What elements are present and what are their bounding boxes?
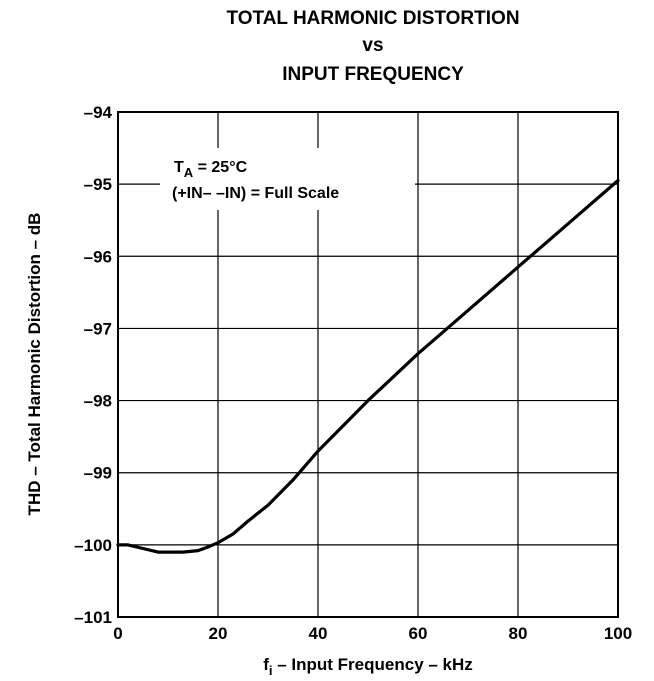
x-tick-label: 60 (409, 624, 428, 643)
x-axis-label: fi – Input Frequency – kHz (263, 655, 473, 678)
x-axis-label-text: – Input Frequency – kHz (273, 655, 473, 674)
annotation-line-2: (+IN– –IN) = Full Scale (172, 185, 339, 202)
y-tick-label: –94 (84, 103, 113, 122)
y-tick-label: –97 (84, 319, 112, 338)
thd-series-line (116, 178, 620, 554)
x-axis-label-subscript: i (269, 663, 273, 678)
plot-frame (117, 111, 619, 618)
annotation-box: TA = 25°C (+IN– –IN) = Full Scale (160, 148, 415, 210)
annotation-line-1: TA = 25°C (174, 159, 248, 180)
x-tick-label: 40 (309, 624, 328, 643)
y-tick-label: –99 (84, 464, 112, 483)
x-tick-label: 0 (113, 624, 122, 643)
series (116, 178, 620, 554)
x-tick-labels: 0 20 40 60 80 100 (113, 624, 632, 643)
y-tick-labels: –94 –95 –96 –97 –98 –99 –100 –101 (74, 103, 112, 627)
annotation-background (160, 148, 415, 210)
annotation-t: T (174, 159, 184, 176)
x-axis-label-f: f (263, 655, 269, 674)
x-tick-label: 80 (509, 624, 528, 643)
y-tick-label: –101 (74, 608, 112, 627)
annotation-temperature: = 25°C (193, 159, 247, 176)
x-tick-label: 20 (209, 624, 228, 643)
y-axis-label: THD – Total Harmonic Distortion – dB (25, 213, 44, 516)
chart-title: TOTAL HARMONIC DISTORTION vs INPUT FREQU… (226, 8, 519, 85)
x-tick-label: 100 (604, 624, 632, 643)
y-tick-label: –100 (74, 536, 112, 555)
y-tick-label: –96 (84, 247, 112, 266)
annotation-t-subscript: A (184, 165, 194, 180)
chart-title-line-1: TOTAL HARMONIC DISTORTION (226, 8, 519, 29)
chart-title-line-2: vs (362, 35, 383, 56)
y-tick-label: –98 (84, 392, 112, 411)
chart-title-line-3: INPUT FREQUENCY (282, 64, 464, 85)
y-tick-label: –95 (84, 175, 112, 194)
